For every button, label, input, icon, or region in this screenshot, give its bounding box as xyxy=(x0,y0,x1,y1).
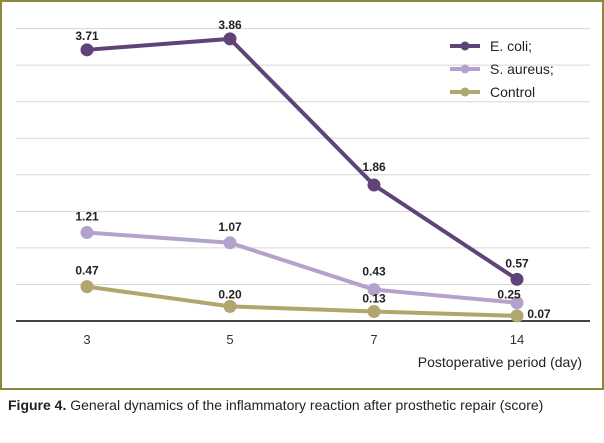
legend-swatch-marker xyxy=(460,41,470,51)
data-label: 1.07 xyxy=(218,220,242,234)
series-line xyxy=(86,36,519,282)
data-label: 1.21 xyxy=(75,210,99,224)
data-point xyxy=(367,178,381,192)
data-point xyxy=(510,309,524,323)
x-tick-label: 5 xyxy=(226,332,233,347)
data-point xyxy=(510,272,524,286)
data-label: 0.57 xyxy=(505,256,529,270)
data-point xyxy=(367,283,381,297)
data-label: 3.71 xyxy=(75,29,99,43)
chart-frame: 3 5 7 14 Postoperative period (day) 3.71 3.86… xyxy=(0,0,604,390)
data-label: 3.86 xyxy=(218,18,242,32)
x-tick-label: 3 xyxy=(83,332,90,347)
data-point xyxy=(367,304,381,318)
series-1: 3.71 3.86 1.86 0.57 xyxy=(75,18,529,286)
data-point xyxy=(80,43,94,57)
x-tick-label: 7 xyxy=(370,332,377,347)
data-label: 1.86 xyxy=(362,160,386,174)
data-point xyxy=(223,236,237,250)
series-2: 1.21 1.07 0.43 0.25 xyxy=(75,210,524,310)
legend-item: E. coli; xyxy=(450,38,532,54)
legend-label: E. coli; xyxy=(490,38,532,54)
legend: E. coli; S. aureus; Control xyxy=(450,38,554,100)
data-label: 0.07 xyxy=(527,307,551,321)
legend-item: S. aureus; xyxy=(450,61,554,77)
data-label: 0.25 xyxy=(497,288,521,302)
legend-label: S. aureus; xyxy=(490,61,554,77)
legend-swatch-marker xyxy=(460,64,470,74)
data-label: 0.20 xyxy=(218,287,242,301)
data-label: 0.47 xyxy=(75,264,99,278)
data-point xyxy=(80,280,94,294)
legend-item: Control xyxy=(450,84,535,100)
data-point xyxy=(510,296,524,310)
series-layer: 3.71 3.86 1.86 0.57 1.21 1.07 0.43 0.25 0.47 0.20… xyxy=(75,18,551,323)
data-point xyxy=(223,32,237,46)
series-3: 0.47 0.20 0.13 0.07 xyxy=(75,264,551,323)
line-chart: 3 5 7 14 Postoperative period (day) 3.71 3.86… xyxy=(16,18,590,370)
x-tick-label: 14 xyxy=(510,332,524,347)
caption-text: General dynamics of the inflammatory rea… xyxy=(66,397,544,413)
series-line xyxy=(86,230,518,305)
x-axis: 3 5 7 14 Postoperative period (day) xyxy=(16,320,590,370)
grid-lines xyxy=(16,28,590,285)
data-point xyxy=(223,299,237,313)
x-axis-title: Postoperative period (day) xyxy=(418,354,582,370)
caption-label: Figure 4. xyxy=(8,397,67,413)
data-point xyxy=(80,226,94,240)
data-label: 0.13 xyxy=(362,291,386,305)
data-label: 0.43 xyxy=(362,265,386,279)
legend-label: Control xyxy=(490,84,535,100)
legend-swatch-marker xyxy=(460,87,470,97)
figure-caption: Figure 4. General dynamics of the inflam… xyxy=(8,396,598,415)
series-line xyxy=(86,284,518,318)
